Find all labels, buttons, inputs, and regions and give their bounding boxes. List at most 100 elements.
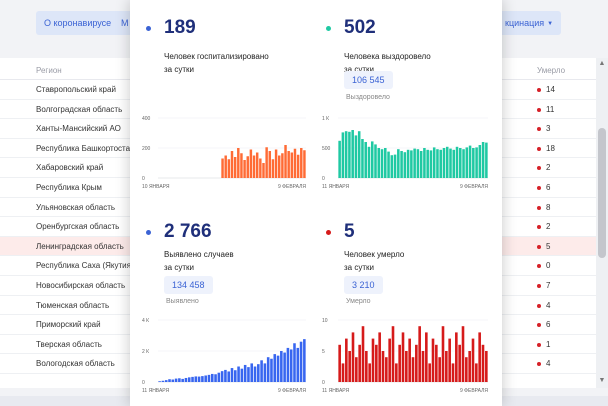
status-dot-icon <box>537 323 541 328</box>
row-region: Республика Башкортоста <box>36 143 131 153</box>
bar <box>449 148 452 178</box>
x-start-label: 11 ЯНВАРЯ <box>322 184 350 190</box>
bar <box>358 344 361 382</box>
bar <box>344 131 348 178</box>
y-tick-label: 1 К <box>322 116 329 122</box>
card-cases: 2 766 Выявлено случаев за сутки 134 458 … <box>140 218 318 403</box>
deaths-chart: 0 5 10 11 ЯНВАРЯ 9 ФЕВРАЛЯ <box>322 318 488 394</box>
bar <box>303 150 306 178</box>
bar <box>158 381 161 382</box>
recovered-value: 502 <box>344 17 376 38</box>
header-region: Регион <box>36 66 62 75</box>
bar <box>230 368 234 382</box>
status-dot-icon <box>537 342 541 347</box>
bar <box>268 151 272 178</box>
row-deaths: 1 <box>546 339 551 349</box>
bar <box>281 153 284 178</box>
bar <box>438 357 441 382</box>
y-tick-label: 4 К <box>142 318 149 324</box>
x-end-label: 9 ФЕВРАЛЯ <box>278 184 306 190</box>
status-dot-icon <box>537 166 541 171</box>
bar <box>249 149 253 178</box>
bar <box>233 157 237 178</box>
stats-popup: 189 Человек госпитализировано за сутки 0… <box>130 0 502 406</box>
bar <box>378 332 381 382</box>
card-recovered: 502 Человека выздоровело за сутки 106 54… <box>320 14 498 204</box>
scroll-down-icon[interactable]: ▼ <box>598 377 606 384</box>
bar <box>270 358 273 382</box>
status-dot-icon <box>537 88 541 92</box>
cases-desc: Выявлено случаев за сутки <box>164 250 234 272</box>
scroll-thumb[interactable] <box>598 128 606 258</box>
scrollbar[interactable]: ▲ ▼ <box>596 58 608 388</box>
status-dot-icon <box>537 264 541 269</box>
card-deaths: 5 Человек умерло за сутки 3 210 Умерло 0… <box>320 218 498 403</box>
bar <box>367 146 371 178</box>
row-deaths: 3 <box>546 124 551 134</box>
bar <box>227 159 231 178</box>
bar <box>381 351 385 382</box>
y-tick-label: 2 К <box>142 349 149 355</box>
bar <box>250 363 254 382</box>
x-start-label: 11 ЯНВАРЯ <box>322 388 350 394</box>
recovered-total: 106 545 <box>344 71 393 89</box>
bar <box>289 349 293 382</box>
bar <box>187 377 191 382</box>
filter-about-coronavirus[interactable]: О коронавирусе▼ <box>36 11 129 35</box>
row-deaths: 2 <box>546 163 551 173</box>
bullet-icon <box>146 230 151 235</box>
bar <box>405 351 408 382</box>
bar <box>171 379 175 382</box>
y-tick-label: 0 <box>142 380 145 386</box>
bar <box>246 156 249 178</box>
row-deaths: 6 <box>546 320 551 330</box>
bar <box>461 326 465 382</box>
bar <box>164 380 168 382</box>
bar <box>458 344 461 382</box>
bar <box>371 338 375 382</box>
bar <box>481 142 485 178</box>
bar <box>280 351 283 382</box>
deaths-total: 3 210 <box>344 276 383 294</box>
row-deaths: 8 <box>546 202 551 212</box>
filter-vaccination[interactable]: кцинация ▼ <box>497 11 562 35</box>
bar <box>221 158 224 178</box>
scroll-up-icon[interactable]: ▲ <box>598 60 606 67</box>
y-tick-label: 10 <box>322 318 328 324</box>
bar <box>431 338 435 382</box>
chevron-down-icon: ▼ <box>547 20 554 27</box>
bar <box>274 149 278 178</box>
bar <box>475 147 478 178</box>
bar <box>265 147 268 178</box>
row-deaths: 7 <box>546 280 551 290</box>
bar <box>168 379 171 382</box>
bar <box>374 144 377 178</box>
bar <box>397 149 400 178</box>
row-region: Ленинградская область <box>36 241 124 251</box>
status-dot-icon <box>537 146 541 151</box>
cases-total-label: Выявлено <box>166 298 199 305</box>
bar <box>361 139 364 178</box>
bar <box>266 357 270 382</box>
bar <box>290 152 294 178</box>
bar <box>411 357 415 382</box>
bar <box>341 132 345 178</box>
hospitalized-value: 189 <box>164 17 196 38</box>
bar <box>426 149 429 178</box>
y-tick-label: 0 <box>322 380 325 386</box>
y-tick-label: 5 <box>322 349 325 355</box>
bar <box>419 151 423 178</box>
bar <box>341 363 345 382</box>
hospitalized-desc: Человек госпитализировано за сутки <box>164 52 269 74</box>
card-hospitalized: 189 Человек госпитализировано за сутки 0… <box>140 14 318 204</box>
bullet-icon <box>146 26 151 31</box>
bar <box>481 344 485 382</box>
x-end-label: 9 ФЕВРАЛЯ <box>460 388 488 394</box>
deaths-total-label: Умерло <box>346 298 371 305</box>
bar <box>384 148 387 178</box>
bar <box>184 377 188 382</box>
bar <box>413 148 416 178</box>
row-region: Хабаровский край <box>36 163 104 173</box>
row-deaths: 18 <box>546 143 555 153</box>
row-region: Ставропольский край <box>36 85 116 94</box>
